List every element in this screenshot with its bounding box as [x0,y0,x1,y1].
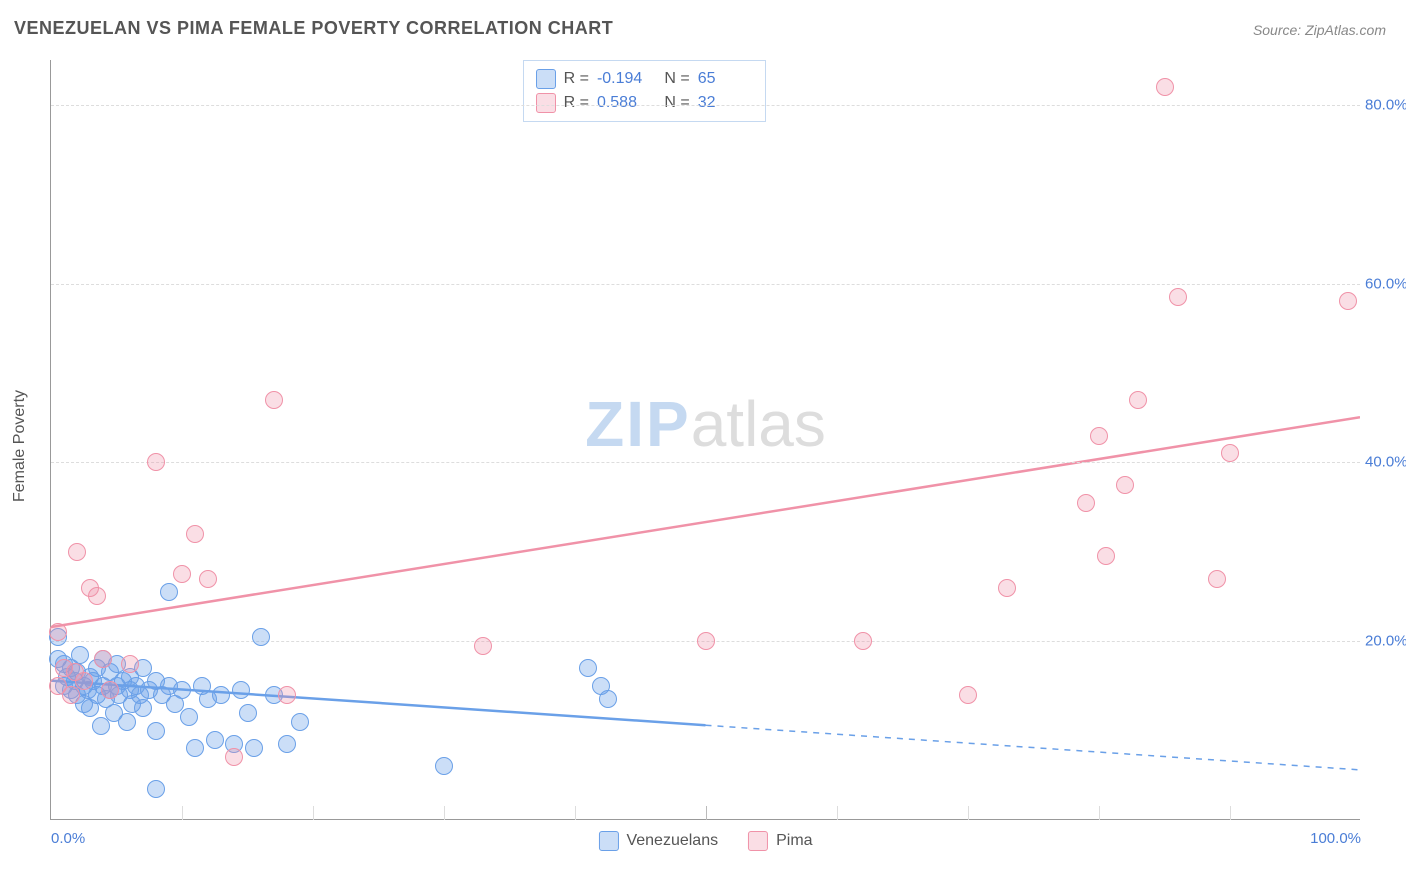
stat-n-value: 32 [698,91,753,115]
chart-title: VENEZUELAN VS PIMA FEMALE POVERTY CORREL… [14,18,613,39]
gridline-vertical [313,806,314,820]
gridline-vertical [182,806,183,820]
data-point [134,699,152,717]
data-point [291,713,309,731]
data-point [998,579,1016,597]
data-point [245,739,263,757]
data-point [121,655,139,673]
data-point [225,748,243,766]
data-point [1221,444,1239,462]
y-tick-label: 60.0% [1365,275,1406,292]
data-point [1077,494,1095,512]
legend-swatch [748,831,768,851]
data-point [1208,570,1226,588]
source-attribution: Source: ZipAtlas.com [1253,22,1386,38]
stat-r-label: R = [564,67,589,91]
x-tick-label: 0.0% [51,830,85,847]
data-point [239,704,257,722]
stat-n-value: 65 [698,67,753,91]
data-point [1097,547,1115,565]
data-point [278,735,296,753]
data-point [173,681,191,699]
stat-n-label: N = [660,91,690,115]
data-point [232,681,250,699]
data-point [180,708,198,726]
plot-area: ZIPatlas R = -0.194 N = 65R = 0.588 N = … [50,60,1360,820]
stat-r-value: 0.588 [597,91,652,115]
gridline-vertical [968,806,969,820]
stats-legend: R = -0.194 N = 65R = 0.588 N = 32 [523,60,766,122]
data-point [88,587,106,605]
data-point [160,583,178,601]
stats-legend-row: R = -0.194 N = 65 [536,67,753,91]
stats-legend-row: R = 0.588 N = 32 [536,91,753,115]
chart-container: VENEZUELAN VS PIMA FEMALE POVERTY CORREL… [0,0,1406,892]
data-point [599,690,617,708]
y-tick-label: 20.0% [1365,633,1406,650]
watermark-atlas: atlas [691,388,826,460]
gridline-vertical-mid [706,806,707,820]
data-point [147,722,165,740]
data-point [92,717,110,735]
legend-swatch [536,69,556,89]
data-point [147,453,165,471]
data-point [265,391,283,409]
legend-item: Pima [748,831,812,851]
data-point [71,646,89,664]
gridline-vertical [444,806,445,820]
data-point [62,686,80,704]
data-point [697,632,715,650]
legend-label: Pima [776,832,812,850]
data-point [49,623,67,641]
data-point [212,686,230,704]
legend-label: Venezuelans [626,832,718,850]
gridline-horizontal [51,462,1360,463]
legend-swatch [536,93,556,113]
gridline-vertical [575,806,576,820]
data-point [474,637,492,655]
legend-swatch [598,831,618,851]
data-point [186,525,204,543]
legend-item: Venezuelans [598,831,718,851]
data-point [435,757,453,775]
data-point [959,686,977,704]
stat-n-label: N = [660,67,690,91]
gridline-vertical [1230,806,1231,820]
data-point [206,731,224,749]
trend-line-solid [51,417,1360,627]
gridline-horizontal [51,105,1360,106]
data-point [252,628,270,646]
data-point [199,570,217,588]
stat-r-value: -0.194 [597,67,652,91]
data-point [1116,476,1134,494]
gridline-vertical [1099,806,1100,820]
data-point [68,543,86,561]
data-point [579,659,597,677]
data-point [94,650,112,668]
data-point [278,686,296,704]
series-legend: Venezuelans Pima [598,831,812,851]
data-point [1090,427,1108,445]
data-point [1169,288,1187,306]
data-point [854,632,872,650]
watermark: ZIPatlas [585,387,826,461]
y-tick-label: 40.0% [1365,454,1406,471]
y-axis-label: Female Poverty [11,390,29,502]
stat-r-label: R = [564,91,589,115]
gridline-vertical [837,806,838,820]
data-point [147,780,165,798]
y-tick-label: 80.0% [1365,96,1406,113]
data-point [1156,78,1174,96]
data-point [1339,292,1357,310]
trend-line-dashed [706,725,1361,770]
data-point [118,713,136,731]
gridline-horizontal [51,284,1360,285]
x-tick-label: 100.0% [1310,830,1361,847]
data-point [186,739,204,757]
data-point [173,565,191,583]
data-point [1129,391,1147,409]
watermark-zip: ZIP [585,388,691,460]
data-point [101,681,119,699]
data-point [75,672,93,690]
